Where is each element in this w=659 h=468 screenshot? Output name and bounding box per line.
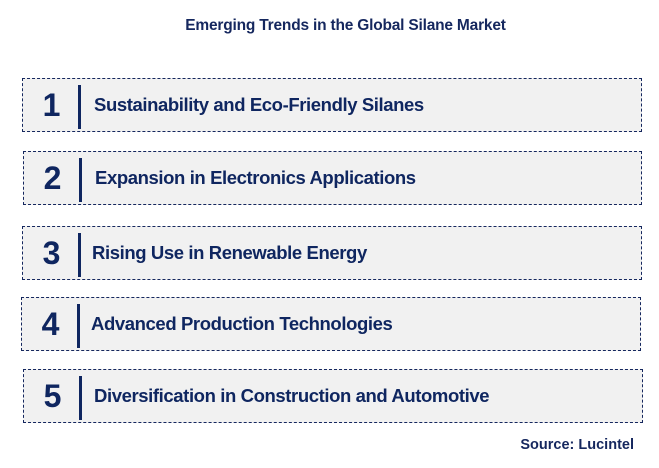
divider-bar — [79, 158, 82, 202]
trend-label: Sustainability and Eco-Friendly Silanes — [94, 94, 424, 115]
trend-number: 2 — [43, 159, 62, 196]
divider-bar — [79, 376, 82, 420]
trend-number: 1 — [42, 86, 61, 123]
trend-number: 5 — [43, 377, 62, 414]
divider-bar — [78, 233, 81, 277]
trend-label: Advanced Production Technologies — [91, 313, 393, 334]
trend-item-3: 3 Rising Use in Renewable Energy — [22, 226, 642, 280]
source-credit: Source: Lucintel — [520, 437, 634, 453]
divider-bar — [78, 85, 81, 129]
divider-bar — [77, 304, 80, 348]
trend-label: Expansion in Electronics Applications — [95, 167, 416, 188]
trend-item-2: 2 Expansion in Electronics Applications — [23, 151, 642, 205]
trend-item-5: 5 Diversification in Construction and Au… — [23, 369, 643, 423]
trend-label: Rising Use in Renewable Energy — [92, 242, 367, 263]
trend-number: 4 — [41, 305, 60, 342]
trend-item-1: 1 Sustainability and Eco-Friendly Silane… — [22, 78, 642, 132]
trend-label: Diversification in Construction and Auto… — [94, 385, 490, 406]
trend-item-4: 4 Advanced Production Technologies — [21, 297, 641, 351]
trend-number: 3 — [42, 234, 61, 271]
diagram-title: Emerging Trends in the Global Silane Mar… — [185, 17, 506, 34]
